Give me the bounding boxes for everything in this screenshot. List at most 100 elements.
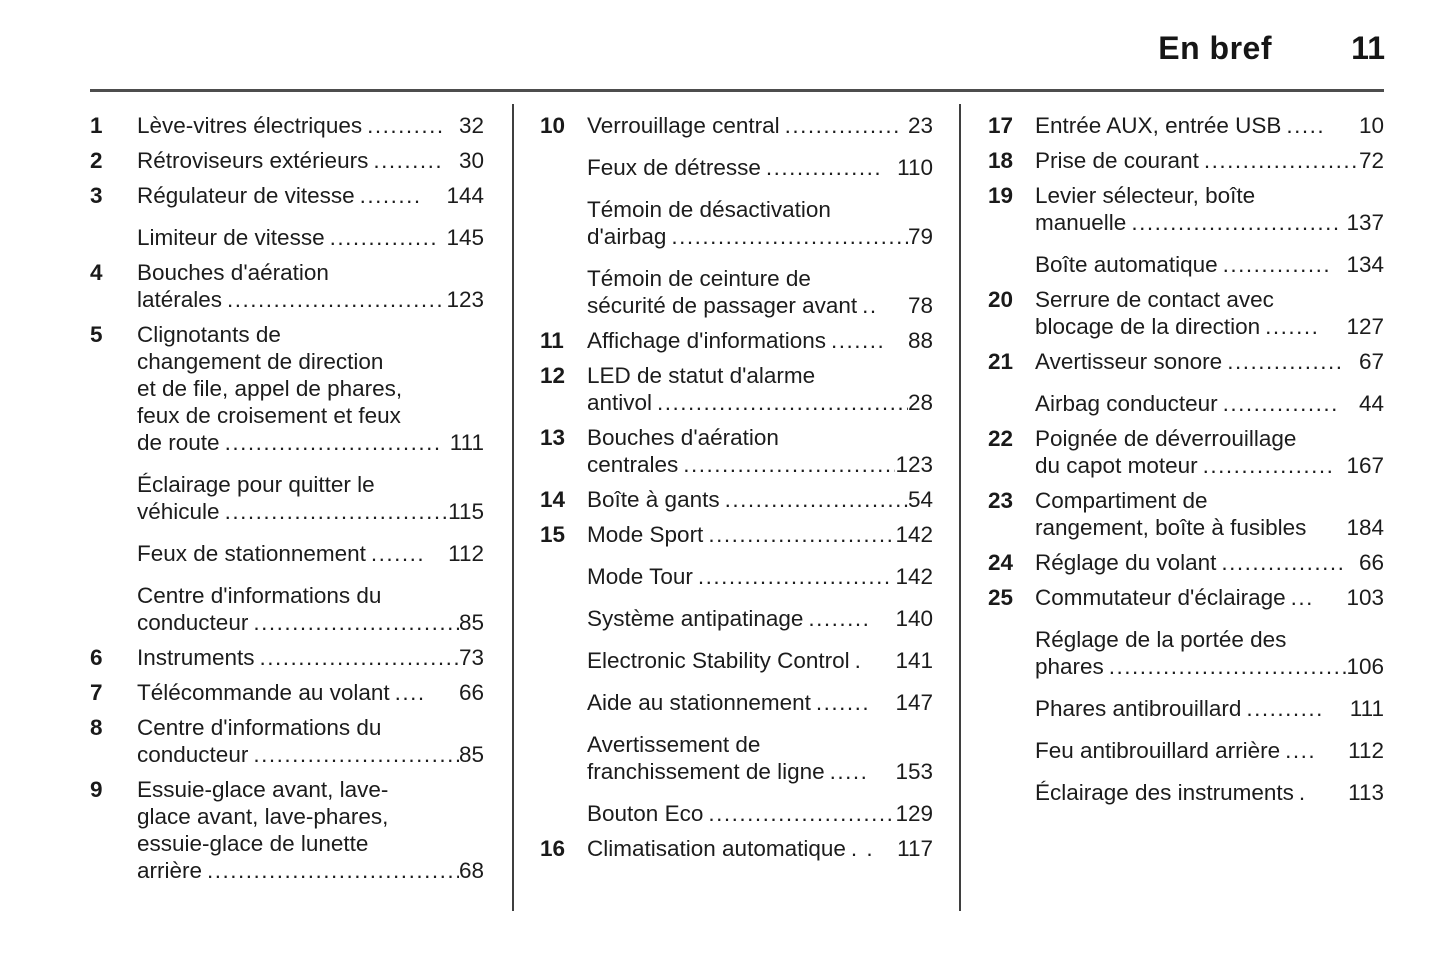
entry-body: Verrouillage central............... 23 bbox=[587, 112, 933, 139]
entry-number: 10 bbox=[540, 113, 566, 138]
toc-entry: Témoin de désactivation d'airbag.........… bbox=[540, 196, 933, 250]
toc-entry: Bouton Eco......................... 129 bbox=[540, 800, 933, 827]
toc-entry: 21 Avertisseur sonore............... 67 bbox=[988, 348, 1384, 375]
entry-leader-dots: ....... bbox=[831, 328, 886, 353]
entry-last-line: rangement, boîte à fusibles 184 bbox=[1035, 514, 1384, 541]
entry-number: 5 bbox=[90, 322, 103, 347]
entry-number: 25 bbox=[988, 585, 1014, 610]
entry-last-line: Affichage d'informations....... 88 bbox=[587, 327, 933, 354]
entry-body: Mode Sport........................ 142 bbox=[587, 521, 933, 548]
toc-entry: Electronic Stability Control. 141 bbox=[540, 647, 933, 674]
entry-body: Compartiment de rangement, boîte à fusibl… bbox=[1035, 487, 1384, 541]
entry-body: Rétroviseurs extérieurs......... 30 bbox=[137, 147, 484, 174]
entry-body: Boîte automatique.............. 134 bbox=[1035, 251, 1384, 278]
entry-leader-dots: ......... bbox=[373, 148, 444, 173]
entry-line: feux de croisement et feux bbox=[137, 403, 401, 428]
entry-label: Boîte à gants bbox=[587, 487, 720, 512]
entry-label: Éclairage des instruments bbox=[1035, 780, 1294, 805]
entry-number: 23 bbox=[988, 488, 1014, 513]
entry-body: Aide au stationnement....... 147 bbox=[587, 689, 933, 716]
entry-leader-dots: ........................ bbox=[724, 487, 908, 512]
page-number: 11 bbox=[1351, 30, 1385, 66]
toc-entry: 14 Boîte à gants........................ 5… bbox=[540, 486, 933, 513]
entry-label: Commutateur d'éclairage bbox=[1035, 585, 1286, 610]
entry-number bbox=[540, 265, 587, 319]
entry-label: latérales bbox=[137, 287, 223, 312]
entry-label: Electronic Stability Control bbox=[587, 648, 850, 673]
entry-leader-dots: ........ bbox=[359, 183, 422, 208]
entry-number bbox=[988, 779, 1035, 806]
toc-entry: 22 Poignée de déverrouillage du capot mote… bbox=[988, 425, 1384, 479]
entry-number: 22 bbox=[988, 426, 1014, 451]
entry-leader-dots: ............... bbox=[1222, 391, 1339, 416]
entry-label: Airbag conducteur bbox=[1035, 391, 1218, 416]
entry-line: Centre d'informations du bbox=[137, 715, 382, 740]
entry-page-reference: 10 bbox=[1358, 113, 1384, 138]
entry-line: Témoin de ceinture de bbox=[587, 266, 811, 291]
entry-leader-dots: ............................ bbox=[253, 742, 459, 767]
entry-label: Aide au stationnement bbox=[587, 690, 811, 715]
entry-number: 9 bbox=[90, 777, 103, 802]
entry-body: Levier sélecteur, boîte manuelle.........… bbox=[1035, 182, 1384, 236]
entry-label: Bouton Eco bbox=[587, 801, 704, 826]
entry-last-line: arrière.................................… bbox=[137, 857, 484, 884]
entry-leader-dots: .................... bbox=[1203, 148, 1359, 173]
entry-leader-dots: .............. bbox=[329, 225, 439, 250]
entry-number: 24 bbox=[988, 550, 1014, 575]
entry-page-reference: 72 bbox=[1358, 148, 1384, 173]
entry-last-line: blocage de la direction....... 127 bbox=[1035, 313, 1384, 340]
entry-page-reference: 127 bbox=[1346, 314, 1384, 339]
entry-page-reference: 30 bbox=[458, 148, 484, 173]
toc-entry: 19 Levier sélecteur, boîte manuelle.......… bbox=[988, 182, 1384, 236]
entry-page-reference: 117 bbox=[897, 836, 933, 861]
entry-body: Témoin de désactivation d'airbag.........… bbox=[587, 196, 933, 250]
entry-number bbox=[540, 731, 587, 785]
entry-leader-dots: ........ bbox=[808, 606, 871, 631]
entry-line: essuie-glace de lunette bbox=[137, 831, 369, 856]
entry-page-reference: 110 bbox=[897, 155, 933, 180]
entry-body: Avertissement de franchissement de ligne.… bbox=[587, 731, 933, 785]
entry-number: 12 bbox=[540, 363, 566, 388]
toc-entry: 8 Centre d'informations du conducteur.....… bbox=[90, 714, 484, 768]
entry-page-reference: 145 bbox=[446, 225, 484, 250]
entry-number: 11 bbox=[540, 328, 564, 353]
toc-entry: 23 Compartiment de rangement, boîte à fusi… bbox=[988, 487, 1384, 541]
entry-page-reference: 67 bbox=[1358, 349, 1384, 374]
entry-leader-dots: ..... bbox=[829, 759, 869, 784]
entry-last-line: Rétroviseurs extérieurs......... 30 bbox=[137, 147, 484, 174]
toc-column-1: 1 Lève-vitres électriques.......... 32 2 Rét… bbox=[90, 112, 484, 884]
toc-entry: Centre d'informations du conducteur......… bbox=[90, 582, 484, 636]
entry-label: Verrouillage central bbox=[587, 113, 780, 138]
toc-entry: Feux de stationnement....... 112 bbox=[90, 540, 484, 567]
entry-label: Phares antibrouillard bbox=[1035, 696, 1242, 721]
entry-last-line: Avertisseur sonore............... 67 bbox=[1035, 348, 1384, 375]
entry-line: Réglage de la portée des bbox=[1035, 627, 1287, 652]
entry-leader-dots: .... bbox=[394, 680, 426, 705]
entry-line: changement de direction bbox=[137, 349, 384, 374]
toc-entry: Mode Tour......................... 142 bbox=[540, 563, 933, 590]
entry-label: franchissement de ligne bbox=[587, 759, 825, 784]
entry-line: Avertissement de bbox=[587, 732, 761, 757]
entry-leader-dots: ........................ bbox=[708, 522, 895, 547]
entry-label: blocage de la direction bbox=[1035, 314, 1261, 339]
entry-body: Commutateur d'éclairage... 103 bbox=[1035, 584, 1384, 611]
entry-label: Réglage du volant bbox=[1035, 550, 1217, 575]
entry-page-reference: 111 bbox=[1349, 696, 1384, 721]
entry-label: Climatisation automatique bbox=[587, 836, 846, 861]
entry-body: Feux de stationnement....... 112 bbox=[137, 540, 484, 567]
toc-entry: Boîte automatique.............. 134 bbox=[988, 251, 1384, 278]
entry-body: Réglage de la portée des phares..........… bbox=[1035, 626, 1384, 680]
entry-label: Entrée AUX, entrée USB bbox=[1035, 113, 1282, 138]
entry-label: du capot moteur bbox=[1035, 453, 1198, 478]
entry-body: Phares antibrouillard.......... 111 bbox=[1035, 695, 1384, 722]
toc-entry: Éclairage pour quitter le véhicule.......… bbox=[90, 471, 484, 525]
toc-entry: 12 LED de statut d'alarme antivol.........… bbox=[540, 362, 933, 416]
entry-last-line: Boîte à gants........................ 54 bbox=[587, 486, 933, 513]
entry-body: Bouches d'aération latérales.............… bbox=[137, 259, 484, 313]
entry-number: 21 bbox=[988, 349, 1014, 374]
entry-label: Feux de détresse bbox=[587, 155, 761, 180]
entry-last-line: antivol.................................… bbox=[587, 389, 933, 416]
entry-leader-dots: ................................ bbox=[1108, 654, 1347, 679]
entry-body: Limiteur de vitesse.............. 145 bbox=[137, 224, 484, 251]
entry-last-line: Entrée AUX, entrée USB..... 10 bbox=[1035, 112, 1384, 139]
